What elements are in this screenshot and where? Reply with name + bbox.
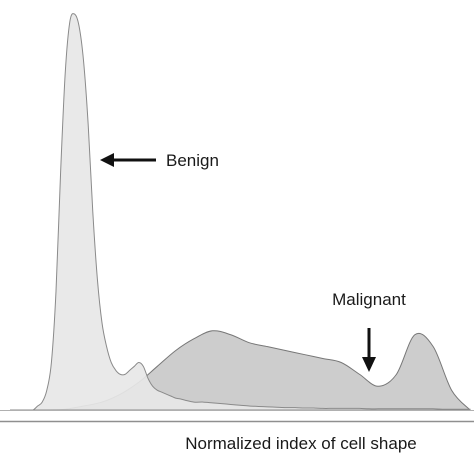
benign-arrow-head [100,153,114,167]
malignant-arrow-head [362,357,376,372]
malignant-label: Malignant [332,290,406,309]
benign-label: Benign [166,151,219,170]
benign-area [10,13,471,411]
benign-annotation: Benign [100,151,219,170]
x-axis-label: Normalized index of cell shape [185,434,417,453]
malignant-annotation: Malignant [332,290,406,372]
